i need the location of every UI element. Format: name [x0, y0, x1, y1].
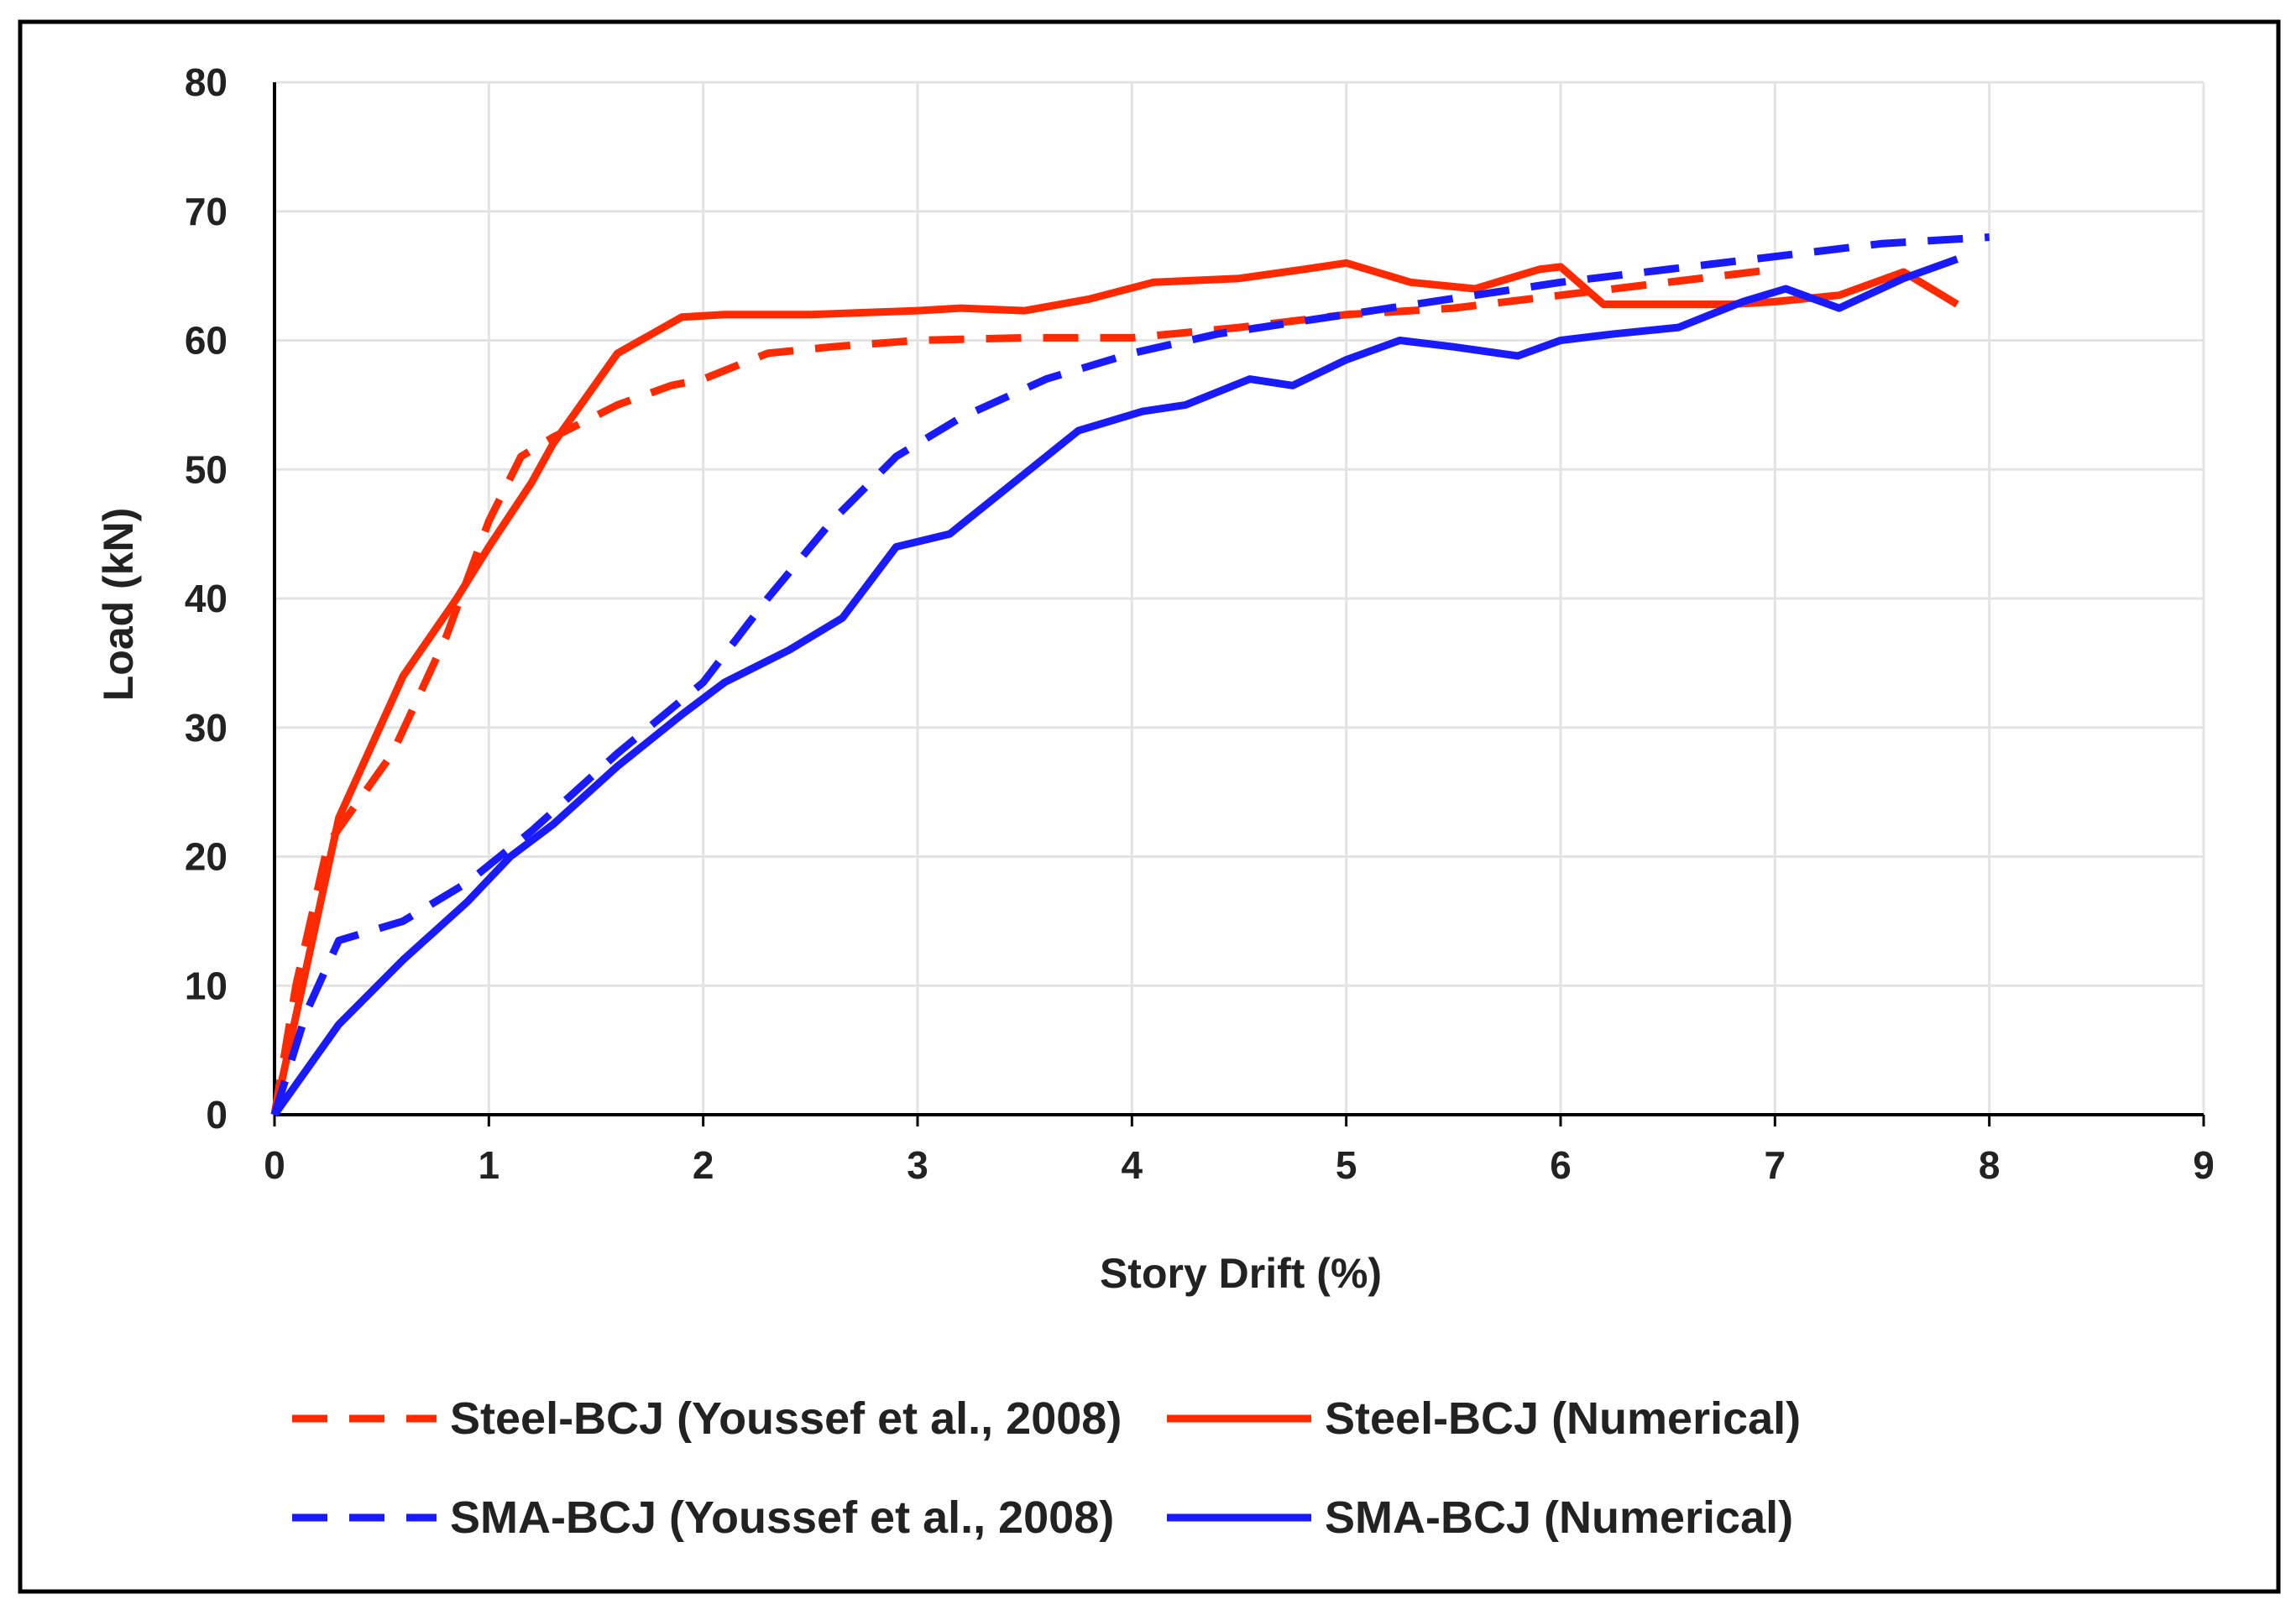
y-tick-label: 40 [185, 577, 228, 620]
x-tick-label: 8 [1979, 1143, 2001, 1187]
y-tick-label: 0 [206, 1093, 228, 1137]
legend-label: Steel-BCJ (Youssef et al., 2008) [450, 1393, 1122, 1444]
x-axis-title: Story Drift (%) [1100, 1250, 1382, 1297]
x-tick-label: 3 [907, 1143, 928, 1187]
series-line-1 [270, 265, 1776, 1116]
y-tick-label: 10 [185, 964, 228, 1007]
y-axis-title: Load (kN) [95, 508, 142, 702]
x-tick-label: 2 [693, 1143, 714, 1187]
legend-item-3: SMA-BCJ (Youssef et al., 2008) [292, 1492, 1114, 1543]
data-series [270, 233, 1990, 1117]
grid-lines [275, 81, 2205, 1115]
x-tick-label: 6 [1550, 1143, 1572, 1187]
y-tick-label: 80 [185, 60, 228, 104]
series-line-3 [270, 233, 1990, 1116]
legend-label: SMA-BCJ (Youssef et al., 2008) [450, 1492, 1114, 1543]
figure-frame [18, 19, 2281, 1594]
x-tick-label: 1 [479, 1143, 500, 1187]
y-tick-label: 50 [185, 447, 228, 491]
x-tick-label: 4 [1122, 1143, 1143, 1187]
x-tick-label: 5 [1336, 1143, 1357, 1187]
legend-label: SMA-BCJ (Numerical) [1325, 1492, 1793, 1543]
legend: Steel-BCJ (Youssef et al., 2008) Steel-BC… [292, 1393, 1801, 1543]
y-tick-label: 20 [185, 835, 228, 879]
legend-item-4: SMA-BCJ (Numerical) [1167, 1492, 1793, 1543]
legend-item-1: Steel-BCJ (Youssef et al., 2008) [292, 1393, 1122, 1444]
legend-item-2: Steel-BCJ (Numerical) [1167, 1393, 1801, 1444]
axes [273, 82, 2205, 1126]
y-tick-label: 70 [185, 190, 228, 233]
tick-labels: 0 1 2 3 4 5 6 7 8 9 0 10 20 30 40 50 60 70 80 [185, 60, 2215, 1187]
y-tick-label: 30 [185, 706, 228, 750]
series-line-2 [270, 259, 1959, 1116]
legend-label: Steel-BCJ (Numerical) [1325, 1393, 1801, 1444]
x-tick-label: 9 [2193, 1143, 2215, 1187]
y-tick-label: 60 [185, 319, 228, 363]
x-tick-label: 0 [264, 1143, 285, 1187]
x-tick-label: 7 [1765, 1143, 1786, 1187]
series-line-4 [271, 255, 1959, 1117]
